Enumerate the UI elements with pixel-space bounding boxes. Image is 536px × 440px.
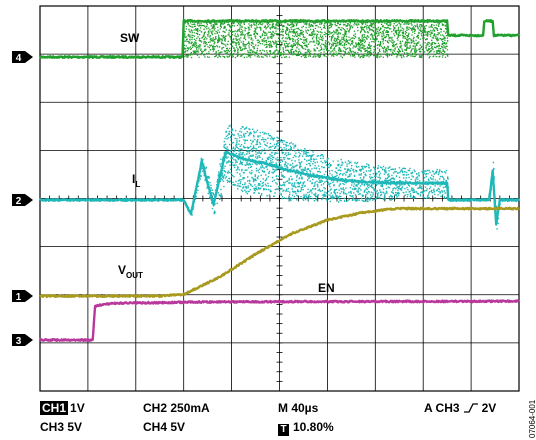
trace-sw [38, 19, 520, 59]
vout-label-sub: OUT [126, 271, 143, 280]
channel-marker-box [12, 290, 25, 302]
trace-line-vout [39, 206, 520, 298]
channel-marker-arrow [25, 334, 33, 346]
trace-line-il [39, 150, 521, 226]
sw-trace-label: SW [120, 31, 140, 45]
timebase-setting: M 40µs [278, 401, 319, 415]
il-ripple-envelope [185, 124, 501, 230]
trigger-position: T 10.80% [278, 420, 334, 436]
channel-marker-2: 2 [12, 194, 33, 207]
trace-labels: SW IL VOUT EN [118, 31, 335, 295]
channel-marker-arrow [25, 51, 33, 63]
trigger-position-value: 10.80% [293, 420, 334, 434]
trace-il [39, 124, 521, 230]
trigger-level: 2V [481, 401, 497, 415]
ch1-setting: CH1 1V [40, 401, 85, 415]
trace-en [38, 299, 520, 342]
channel-marker-number: 3 [16, 336, 22, 347]
channel-markers: 4 2 1 3 [12, 51, 33, 347]
channel-marker-1: 1 [12, 290, 33, 303]
rising-edge-icon [463, 403, 478, 413]
en-trace-label: EN [318, 281, 335, 295]
trace-layer [38, 19, 521, 342]
channel-marker-arrow [25, 194, 33, 206]
vout-label-main: V [118, 263, 126, 277]
channel-marker-box [12, 334, 25, 346]
il-label-sub: L [135, 180, 140, 189]
channel-marker-number: 2 [16, 196, 22, 207]
ch1-scale: 1V [70, 401, 85, 415]
channel-marker-arrow [25, 290, 33, 302]
vout-trace-label: VOUT [118, 263, 143, 280]
il-label-main: I [132, 172, 135, 186]
trigger-setting: A CH3 2V [424, 401, 496, 415]
sw-switching-noise [183, 21, 449, 59]
ch1-tag: CH1 [40, 401, 69, 415]
channel-marker-number: 1 [16, 292, 22, 303]
channel-marker-4: 4 [12, 51, 33, 64]
trace-vout [39, 206, 520, 298]
channel-marker-box [12, 194, 25, 206]
figure-id: 07064-001 [528, 399, 536, 438]
trigger-position-tag: T [278, 424, 289, 436]
channel-marker-3: 3 [12, 334, 33, 347]
trace-line-en [38, 299, 520, 342]
ch4-setting: CH4 5V [143, 420, 186, 434]
il-trace-label: IL [132, 172, 140, 189]
ch2-setting: CH2 250mA [143, 401, 210, 415]
channel-marker-box [12, 51, 25, 63]
trigger-source: A CH3 [424, 401, 460, 415]
ch3-setting: CH3 5V [40, 420, 83, 434]
channel-marker-number: 4 [16, 53, 22, 64]
